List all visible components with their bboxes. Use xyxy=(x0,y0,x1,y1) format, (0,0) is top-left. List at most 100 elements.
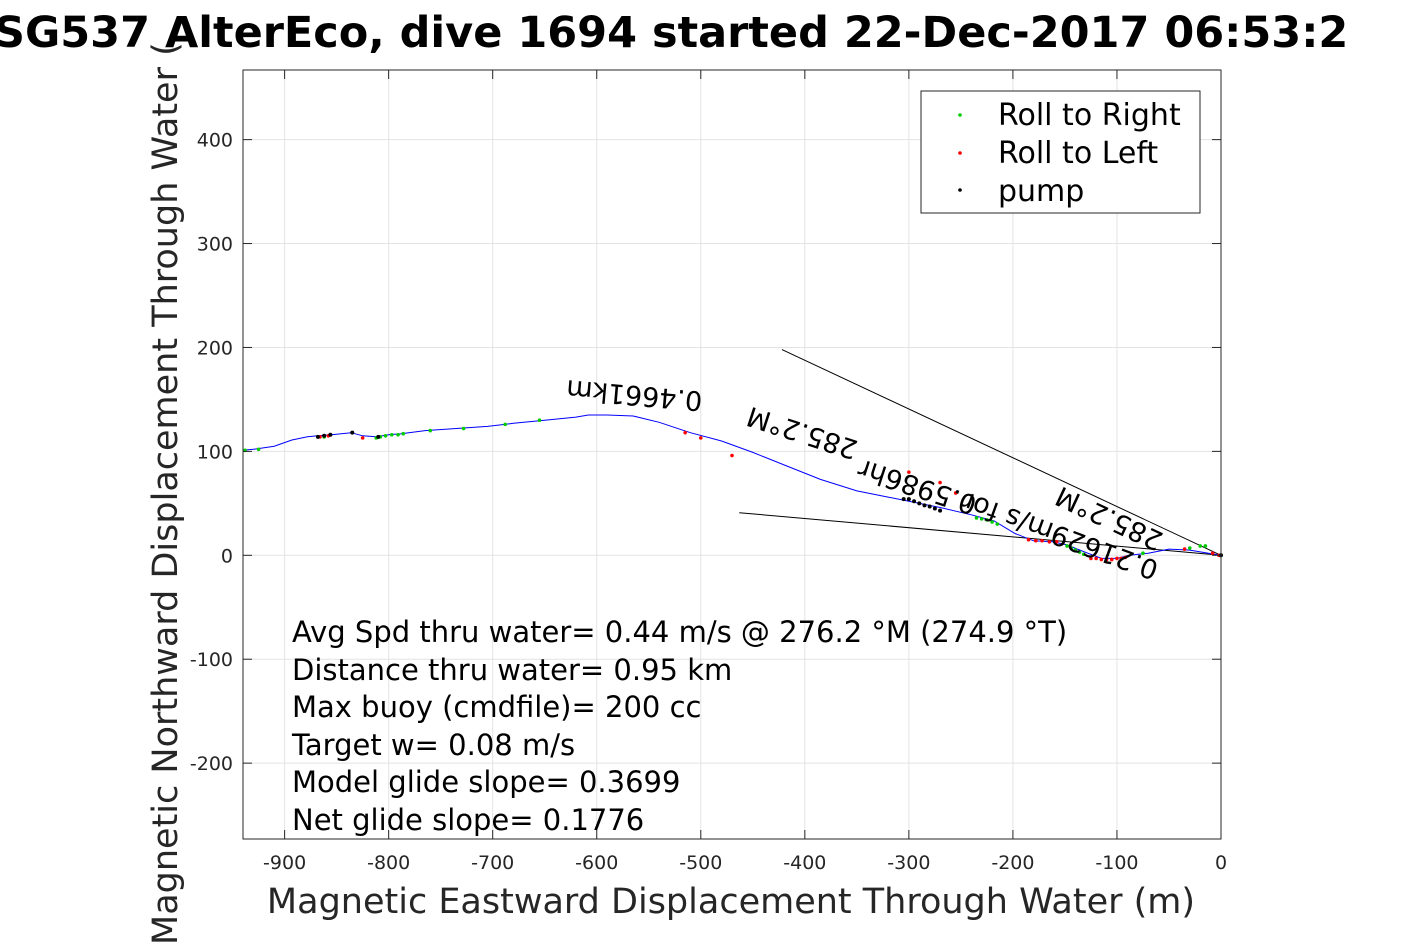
track-line xyxy=(242,414,1222,559)
roll-right-point xyxy=(503,422,507,427)
roll-left-point xyxy=(1119,556,1123,561)
roll-left-point xyxy=(1115,556,1119,561)
roll-left-point xyxy=(1034,538,1038,543)
roll-left-point xyxy=(1054,539,1059,544)
x-tick-label: -300 xyxy=(887,852,930,874)
stats-annotations: Avg Spd thru water= 0.44 m/s @ 276.2 °M … xyxy=(291,615,1067,837)
roll-left-point xyxy=(1047,539,1052,544)
annotation-max-buoy: Max buoy (cmdfile)= 200 cc xyxy=(292,690,701,724)
legend-item-roll-left: Roll to Left xyxy=(958,136,1158,171)
legend: Roll to Right Roll to Left pump xyxy=(920,90,1201,214)
roll-right-point xyxy=(1077,550,1082,554)
x-tick-label: -400 xyxy=(783,852,826,874)
x-tick-label: 0 xyxy=(1215,852,1227,874)
roll-left-point xyxy=(1109,557,1114,562)
roll-left-point xyxy=(360,436,365,440)
heading-line xyxy=(781,349,1222,556)
x-tick-label: -600 xyxy=(575,852,618,874)
heading-lines xyxy=(739,349,1222,556)
legend-label-pump: pump xyxy=(998,174,1084,209)
legend-item-pump: pump xyxy=(958,174,1084,209)
pump-point xyxy=(322,433,327,438)
legend-marker-pump xyxy=(958,188,962,192)
roll-left-point xyxy=(1094,556,1098,561)
marker-layer xyxy=(243,418,1223,562)
legend-marker-roll-right xyxy=(958,113,962,117)
roll-right-point xyxy=(256,447,261,452)
roll-right-point xyxy=(995,522,1000,526)
roll-right-point xyxy=(396,432,400,437)
x-tick-label: -900 xyxy=(263,852,306,874)
roll-left-point xyxy=(683,430,687,435)
y-tick-label: 200 xyxy=(197,337,233,359)
pump-point xyxy=(376,434,381,439)
y-axis-label: Magnetic Northward Displacement Through … xyxy=(146,42,186,945)
legend-label-roll-left: Roll to Left xyxy=(998,136,1158,171)
legend-box xyxy=(920,90,1201,214)
roll-left-point xyxy=(1123,555,1128,560)
y-tick-label: 300 xyxy=(197,234,233,256)
roll-right-point xyxy=(1187,546,1192,550)
roll-right-point xyxy=(990,520,994,524)
roll-left-point xyxy=(1099,557,1104,562)
pump-point xyxy=(328,432,333,437)
y-tick-label: -200 xyxy=(190,753,233,775)
pump-point xyxy=(901,497,906,502)
roll-right-point xyxy=(1203,544,1208,548)
roll-right-point xyxy=(1073,548,1078,552)
roll-right-point xyxy=(1141,551,1145,556)
legend-item-roll-right: Roll to Right xyxy=(958,98,1181,133)
pump-point xyxy=(912,499,917,504)
roll-left-point xyxy=(1182,547,1187,551)
roll-right-point xyxy=(383,433,388,438)
x-tick-label: -700 xyxy=(471,852,514,874)
roll-left-point xyxy=(938,480,942,485)
annotation-net-glide-slope: Net glide slope= 0.1776 xyxy=(292,803,644,837)
x-tick-label: -500 xyxy=(679,852,722,874)
roll-right-point xyxy=(1069,546,1073,550)
annotation-distance: Distance thru water= 0.95 km xyxy=(292,653,732,687)
pump-point xyxy=(906,497,911,502)
x-tick-label: -200 xyxy=(991,852,1034,874)
roll-left-point xyxy=(1210,551,1215,556)
pump-point xyxy=(932,506,937,511)
annotation-avg-speed: Avg Spd thru water= 0.44 m/s @ 276.2 °M … xyxy=(292,615,1067,649)
x-axis-label: Magnetic Eastward Displacement Through W… xyxy=(267,882,1195,922)
y-tick-label: 400 xyxy=(197,130,233,152)
pump-point xyxy=(350,430,355,435)
roll-left-point xyxy=(1089,556,1093,561)
pump-point xyxy=(938,508,943,513)
tick-marks xyxy=(243,70,1222,839)
roll-right-point xyxy=(985,518,989,522)
roll-right-point xyxy=(974,516,979,520)
legend-label-roll-right: Roll to Right xyxy=(998,98,1181,133)
pump-point xyxy=(927,504,932,509)
roll-left-point xyxy=(1026,537,1031,542)
x-tick-label: -100 xyxy=(1095,852,1138,874)
y-tick-label: -100 xyxy=(190,649,233,671)
roll-right-point xyxy=(401,431,406,436)
roll-right-point xyxy=(389,432,394,437)
roll-left-point xyxy=(698,436,703,440)
roll-right-point xyxy=(979,517,984,521)
roll-left-point xyxy=(907,470,911,474)
x-tick-label: -800 xyxy=(367,852,410,874)
tick-labels: -900 -800 -700 -600 -500 -400 -300 -200 -100 0 -20… xyxy=(190,130,1227,874)
heading-line xyxy=(739,512,1222,556)
plot-frame xyxy=(242,69,1222,840)
annotation-model-glide-slope: Model glide slope= 0.3699 xyxy=(292,765,680,799)
legend-marker-roll-left xyxy=(958,151,962,155)
roll-right-point xyxy=(1198,544,1202,548)
roll-right-point xyxy=(1065,544,1069,548)
roll-right-point xyxy=(428,428,433,433)
roll-right-point xyxy=(1081,552,1086,557)
roll-left-point xyxy=(1040,538,1044,543)
y-tick-label: 100 xyxy=(197,441,233,463)
track-layer xyxy=(242,414,1222,559)
annotation-target-w: Target w= 0.08 m/s xyxy=(291,728,575,762)
roll-right-point xyxy=(461,426,466,431)
roll-left-point xyxy=(953,491,958,495)
chart-title: SG537 AlterEco, dive 1694 started 22-Dec… xyxy=(0,8,1348,58)
pump-point xyxy=(315,434,320,439)
